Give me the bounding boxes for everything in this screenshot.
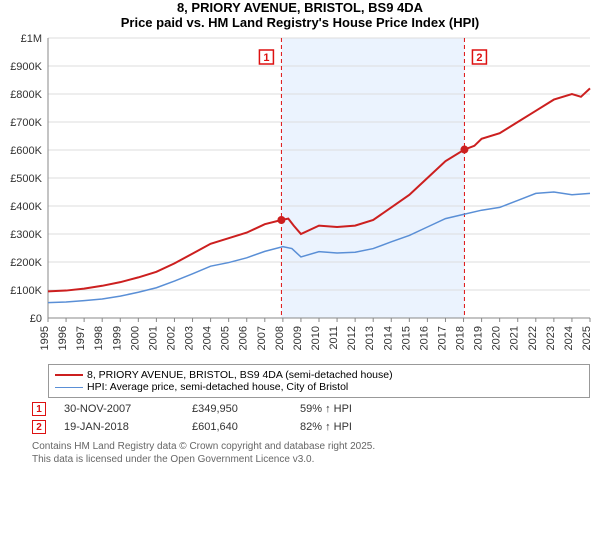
svg-text:2019: 2019 xyxy=(473,326,485,350)
svg-text:2009: 2009 xyxy=(292,326,304,350)
svg-text:£800K: £800K xyxy=(10,89,42,101)
svg-text:£700K: £700K xyxy=(10,117,42,129)
svg-text:2018: 2018 xyxy=(455,326,467,350)
svg-text:2013: 2013 xyxy=(364,326,376,350)
svg-text:2005: 2005 xyxy=(220,326,232,350)
footer-line1: Contains HM Land Registry data © Crown c… xyxy=(32,440,600,453)
annotations-block: 1 30-NOV-2007 £349,950 59% ↑ HPI 2 19-JAN-201… xyxy=(0,402,600,434)
svg-text:1995: 1995 xyxy=(39,326,51,350)
svg-text:2007: 2007 xyxy=(256,326,268,350)
legend-label: 8, PRIORY AVENUE, BRISTOL, BS9 4DA (semi… xyxy=(87,369,393,381)
annotation-date: 30-NOV-2007 xyxy=(64,403,174,415)
title-line1: 8, PRIORY AVENUE, BRISTOL, BS9 4DA xyxy=(0,0,600,15)
svg-text:2002: 2002 xyxy=(165,326,177,350)
annotation-hpi: 59% ↑ HPI xyxy=(300,403,352,415)
svg-text:2024: 2024 xyxy=(563,326,575,350)
svg-text:£600K: £600K xyxy=(10,145,42,157)
svg-text:£0: £0 xyxy=(30,313,42,325)
chart-title: 8, PRIORY AVENUE, BRISTOL, BS9 4DA Price… xyxy=(0,0,600,30)
svg-text:1996: 1996 xyxy=(57,326,69,350)
svg-text:£400K: £400K xyxy=(10,201,42,213)
svg-text:2021: 2021 xyxy=(509,326,521,350)
svg-text:2022: 2022 xyxy=(527,326,539,350)
svg-text:2006: 2006 xyxy=(238,326,250,350)
svg-text:1: 1 xyxy=(263,52,269,64)
svg-text:£100K: £100K xyxy=(10,285,42,297)
svg-text:2003: 2003 xyxy=(184,326,196,350)
svg-text:2: 2 xyxy=(476,52,482,64)
legend: 8, PRIORY AVENUE, BRISTOL, BS9 4DA (semi… xyxy=(48,364,590,398)
annotation-row: 1 30-NOV-2007 £349,950 59% ↑ HPI xyxy=(32,402,600,416)
legend-label: HPI: Average price, semi-detached house,… xyxy=(87,381,348,393)
svg-text:2008: 2008 xyxy=(274,326,286,350)
title-line2: Price paid vs. HM Land Registry's House … xyxy=(0,15,600,30)
svg-text:1999: 1999 xyxy=(111,326,123,350)
svg-text:1997: 1997 xyxy=(75,326,87,350)
svg-text:£900K: £900K xyxy=(10,61,42,73)
annotation-row: 2 19-JAN-2018 £601,640 82% ↑ HPI xyxy=(32,420,600,434)
svg-text:£500K: £500K xyxy=(10,173,42,185)
svg-text:2012: 2012 xyxy=(346,326,358,350)
line-chart-svg: £0 £100K £200K £300K £400K £500K £600K £700K £80… xyxy=(0,30,600,360)
svg-text:2004: 2004 xyxy=(202,326,214,350)
svg-text:2017: 2017 xyxy=(436,326,448,350)
svg-text:£1M: £1M xyxy=(21,33,42,45)
svg-text:£200K: £200K xyxy=(10,257,42,269)
annotation-price: £349,950 xyxy=(192,403,282,415)
annotation-date: 19-JAN-2018 xyxy=(64,421,174,433)
svg-text:1998: 1998 xyxy=(93,326,105,350)
legend-swatch xyxy=(55,387,83,388)
legend-item: HPI: Average price, semi-detached house,… xyxy=(55,381,583,393)
svg-text:2025: 2025 xyxy=(581,326,593,350)
svg-text:2015: 2015 xyxy=(400,326,412,350)
legend-item: 8, PRIORY AVENUE, BRISTOL, BS9 4DA (semi… xyxy=(55,369,583,381)
svg-text:2020: 2020 xyxy=(491,326,503,350)
annotation-price: £601,640 xyxy=(192,421,282,433)
svg-text:2001: 2001 xyxy=(147,326,159,350)
annotation-hpi: 82% ↑ HPI xyxy=(300,421,352,433)
svg-text:2016: 2016 xyxy=(418,326,430,350)
footer-attribution: Contains HM Land Registry data © Crown c… xyxy=(32,440,600,466)
svg-text:£300K: £300K xyxy=(10,229,42,241)
chart-area: £0 £100K £200K £300K £400K £500K £600K £700K £80… xyxy=(0,30,600,360)
annotation-marker: 2 xyxy=(32,420,46,434)
svg-text:2010: 2010 xyxy=(310,326,322,350)
svg-text:2011: 2011 xyxy=(328,326,340,350)
footer-line2: This data is licensed under the Open Gov… xyxy=(32,453,600,466)
legend-swatch xyxy=(55,374,83,376)
svg-text:2014: 2014 xyxy=(382,326,394,350)
svg-text:2023: 2023 xyxy=(545,326,557,350)
annotation-marker: 1 xyxy=(32,402,46,416)
svg-text:2000: 2000 xyxy=(129,326,141,350)
